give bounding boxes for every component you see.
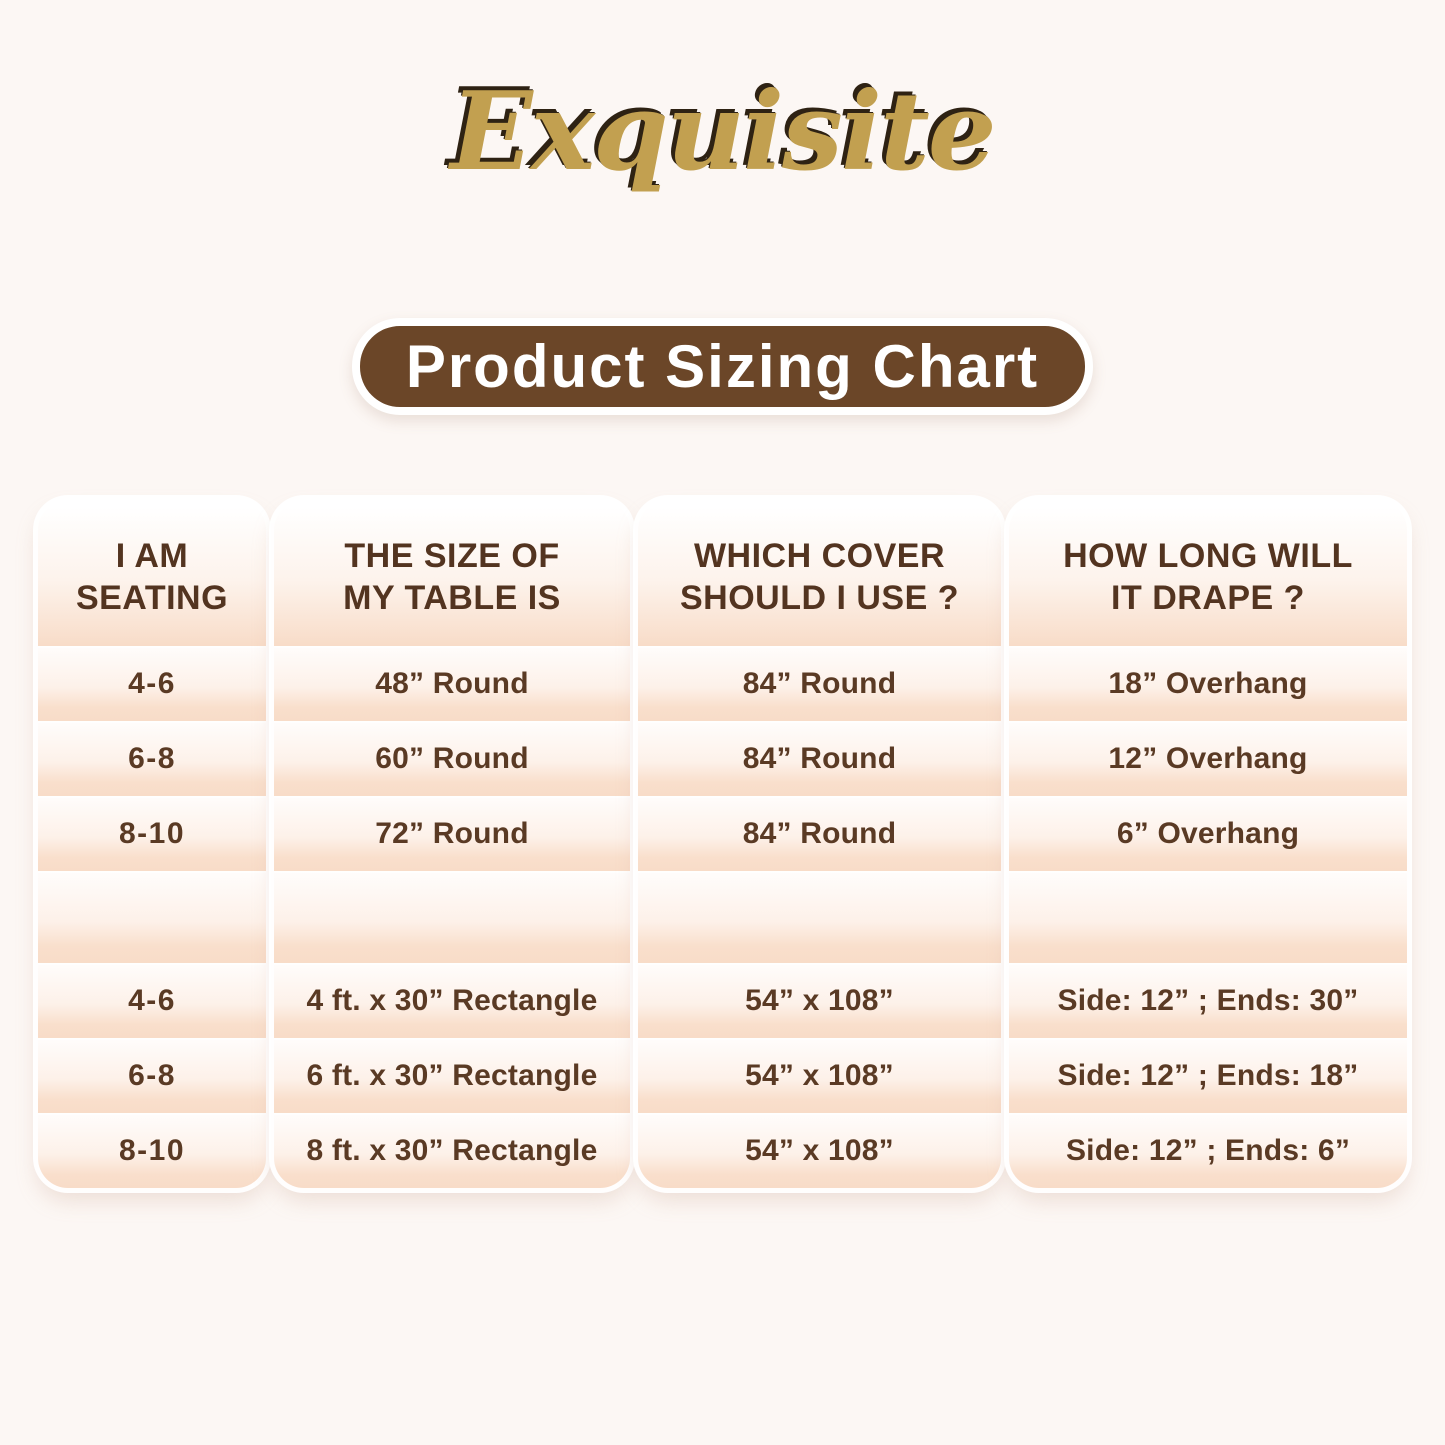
title-banner-row: Product Sizing Chart (0, 318, 1445, 415)
cell-row2-table-size: 60” Round (274, 721, 630, 796)
cell-row1-seating: 4-6 (38, 646, 266, 721)
logo-container: Exquisite (0, 0, 1445, 250)
cell-row3-cover: 84” Round (638, 796, 1001, 871)
column-header-line: THE SIZE OF (344, 537, 560, 575)
cell-row6-drape: Side: 12” ; Ends: 18” (1009, 1038, 1407, 1113)
cell-row6-seating: 6-8 (38, 1038, 266, 1113)
cell-row7-cover: 54” x 108” (638, 1113, 1001, 1188)
cell-row5-table-size: 4 ft. x 30” Rectangle (274, 963, 630, 1038)
column-header-line: SHOULD I USE ? (679, 579, 960, 617)
cell-row7-drape: Side: 12” ; Ends: 6” (1009, 1113, 1407, 1188)
column-header-line: MY TABLE IS (343, 579, 561, 617)
cell-row4-cover (638, 871, 1001, 963)
cell-row6-cover: 54” x 108” (638, 1038, 1001, 1113)
column-header-cover: WHICH COVER SHOULD I USE ? (638, 500, 1001, 646)
column-header-table-size: THE SIZE OF MY TABLE IS (274, 500, 630, 646)
cell-row4-table-size (274, 871, 630, 963)
cell-row7-seating: 8-10 (38, 1113, 266, 1188)
cell-row3-seating: 8-10 (38, 796, 266, 871)
page-title: Product Sizing Chart (351, 318, 1094, 415)
column-header-line: HOW LONG WILL (1063, 537, 1353, 575)
cell-row2-drape: 12” Overhang (1009, 721, 1407, 796)
cell-row5-seating: 4-6 (38, 963, 266, 1038)
cell-row2-cover: 84” Round (638, 721, 1001, 796)
cell-row2-seating: 6-8 (38, 721, 266, 796)
cell-row1-table-size: 48” Round (274, 646, 630, 721)
column-header-line: I AM (115, 537, 189, 575)
cell-row5-drape: Side: 12” ; Ends: 30” (1009, 963, 1407, 1038)
column-card-cover: WHICH COVER SHOULD I USE ? 84” Round 84” Ro… (638, 500, 1001, 1188)
column-card-drape: HOW LONG WILL IT DRAPE ? 18” Overhang 12” O… (1009, 500, 1407, 1188)
cell-row1-cover: 84” Round (638, 646, 1001, 721)
cell-row6-table-size: 6 ft. x 30” Rectangle (274, 1038, 630, 1113)
column-header-line: IT DRAPE ? (1111, 579, 1305, 617)
column-header-seating: I AM SEATING (38, 500, 266, 646)
sizing-table: I AM SEATING 4-6 6-8 8-10 4-6 6-8 8-10 THE SIZE … (0, 500, 1445, 1188)
column-header-line: WHICH COVER (693, 537, 946, 575)
column-header-line: SEATING (75, 579, 229, 617)
column-card-table-size: THE SIZE OF MY TABLE IS 48” Round 60” Round… (274, 500, 630, 1188)
cell-row4-drape (1009, 871, 1407, 963)
cell-row7-table-size: 8 ft. x 30” Rectangle (274, 1113, 630, 1188)
cell-row1-drape: 18” Overhang (1009, 646, 1407, 721)
cell-row5-cover: 54” x 108” (638, 963, 1001, 1038)
column-header-drape: HOW LONG WILL IT DRAPE ? (1009, 500, 1407, 646)
brand-logo: Exquisite (450, 69, 996, 195)
cell-row4-seating (38, 871, 266, 963)
cell-row3-drape: 6” Overhang (1009, 796, 1407, 871)
cell-row3-table-size: 72” Round (274, 796, 630, 871)
column-card-seating: I AM SEATING 4-6 6-8 8-10 4-6 6-8 8-10 (38, 500, 266, 1188)
